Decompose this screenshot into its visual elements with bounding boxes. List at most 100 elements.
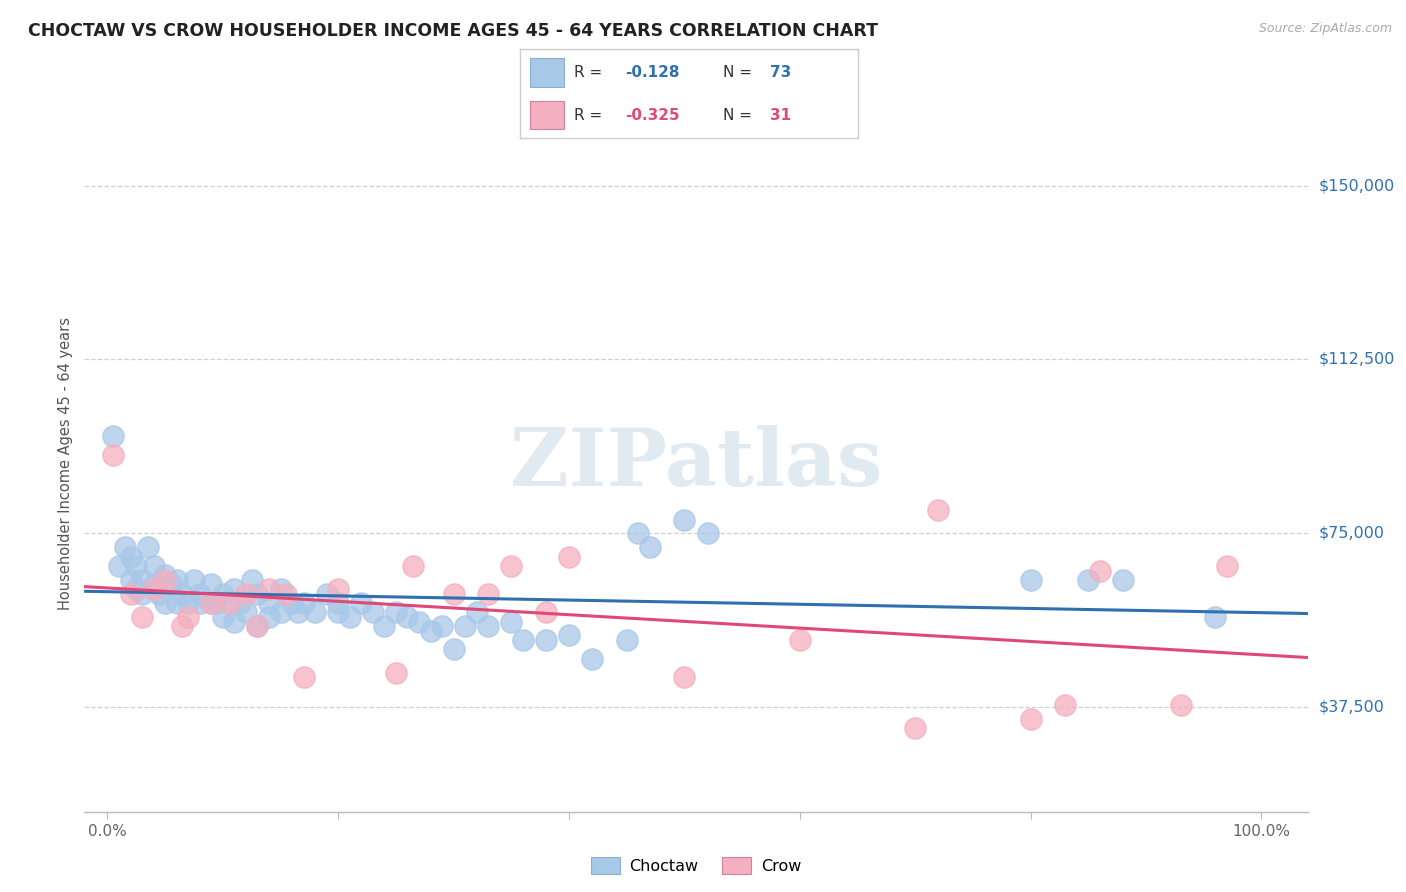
Text: ZIPatlas: ZIPatlas (510, 425, 882, 503)
Point (183, 573, 205, 587)
Point (177, 610, 200, 624)
Point (235, 605, 257, 619)
Point (315, 587, 337, 601)
Point (1088, 564, 1111, 578)
Point (373, 619, 395, 633)
Point (638, 541, 661, 555)
Point (328, 582, 350, 596)
Point (385, 605, 408, 619)
Legend: Choctaw, Crow: Choctaw, Crow (585, 851, 807, 880)
Point (224, 582, 246, 596)
Point (229, 596, 252, 610)
Text: -0.128: -0.128 (624, 65, 679, 79)
Point (246, 587, 269, 601)
Point (1170, 698, 1192, 712)
Point (188, 587, 211, 601)
Point (120, 573, 142, 587)
Point (108, 558, 131, 573)
Text: CHOCTAW VS CROW HOUSEHOLDER INCOME AGES 45 - 64 YEARS CORRELATION CHART: CHOCTAW VS CROW HOUSEHOLDER INCOME AGES … (28, 22, 879, 40)
Point (443, 642, 465, 657)
Point (200, 596, 222, 610)
Point (160, 577, 183, 591)
Point (103, 448, 125, 462)
FancyBboxPatch shape (530, 101, 564, 129)
Point (120, 549, 142, 564)
Text: $75,000: $75,000 (1319, 526, 1385, 541)
Point (396, 610, 419, 624)
Point (477, 619, 499, 633)
Point (270, 605, 292, 619)
Point (673, 670, 696, 684)
Point (361, 605, 384, 619)
Point (501, 558, 523, 573)
Point (1019, 712, 1042, 726)
Point (125, 558, 148, 573)
Point (696, 526, 718, 541)
Text: N =: N = (723, 65, 756, 79)
FancyBboxPatch shape (530, 58, 564, 87)
Point (177, 596, 200, 610)
Point (328, 605, 350, 619)
Y-axis label: Householder Income Ages 45 - 64 years: Householder Income Ages 45 - 64 years (58, 318, 73, 610)
Point (581, 651, 603, 665)
Point (1204, 610, 1226, 624)
Point (125, 582, 148, 596)
Point (257, 582, 280, 596)
Point (328, 596, 350, 610)
Point (558, 628, 581, 642)
Point (292, 670, 315, 684)
Point (103, 429, 125, 443)
Text: R =: R = (574, 65, 607, 79)
Point (172, 619, 194, 633)
Point (501, 615, 523, 629)
Point (276, 587, 298, 601)
Point (1216, 558, 1239, 573)
Point (172, 587, 194, 601)
Point (1019, 573, 1042, 587)
Point (402, 558, 425, 573)
Point (142, 558, 165, 573)
Point (153, 573, 176, 587)
Point (200, 577, 222, 591)
Point (211, 610, 233, 624)
Point (350, 596, 373, 610)
Point (512, 633, 534, 648)
Point (673, 512, 696, 526)
Point (627, 526, 650, 541)
Text: N =: N = (723, 108, 756, 122)
Point (789, 633, 811, 648)
Point (465, 605, 488, 619)
Point (153, 596, 176, 610)
Point (281, 596, 304, 610)
Point (534, 605, 557, 619)
Point (114, 541, 136, 555)
Point (240, 573, 263, 587)
Text: -0.325: -0.325 (624, 108, 679, 122)
Point (235, 587, 257, 601)
Text: $150,000: $150,000 (1319, 178, 1395, 193)
Point (246, 619, 269, 633)
Point (1054, 698, 1077, 712)
Point (430, 619, 453, 633)
Point (224, 615, 246, 629)
Point (205, 596, 228, 610)
Point (558, 549, 581, 564)
Point (246, 619, 269, 633)
Point (131, 573, 153, 587)
Point (477, 587, 499, 601)
Point (408, 615, 430, 629)
Text: 73: 73 (770, 65, 792, 79)
Text: 31: 31 (770, 108, 792, 122)
Text: R =: R = (574, 108, 607, 122)
Point (142, 577, 165, 591)
Point (131, 587, 153, 601)
Point (200, 596, 222, 610)
Point (419, 624, 441, 638)
Point (120, 587, 142, 601)
Point (339, 610, 361, 624)
Point (211, 587, 233, 601)
Point (142, 582, 165, 596)
Point (131, 610, 153, 624)
Point (443, 587, 465, 601)
Point (385, 665, 408, 680)
